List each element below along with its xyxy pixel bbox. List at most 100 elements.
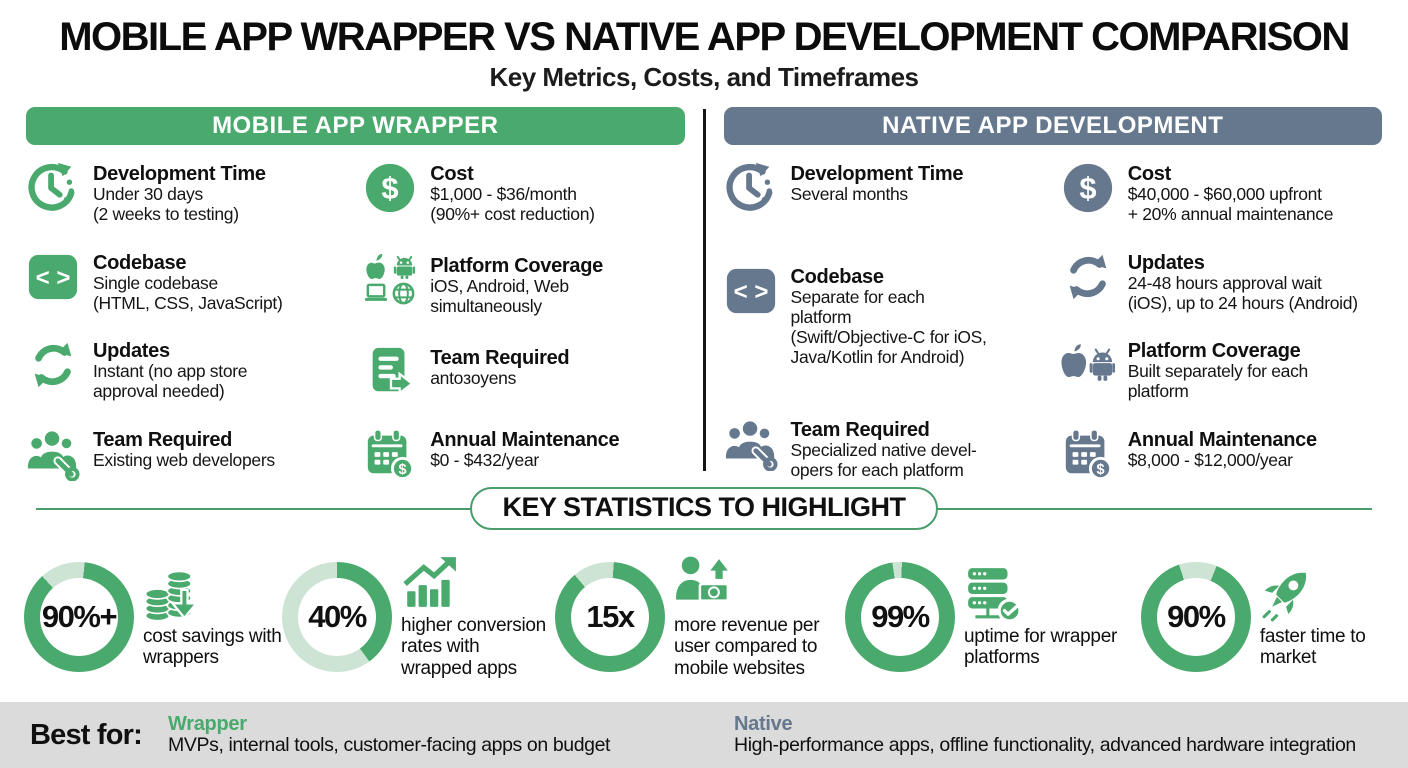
- item-line: Under 30 days: [93, 184, 203, 204]
- header: MOBILE APP WRAPPER VS NATIVE APP DEVELOP…: [0, 0, 1408, 93]
- item-title: Codebase: [790, 266, 884, 289]
- donut-chart: 15x: [555, 561, 666, 672]
- clock-icon: [724, 161, 778, 215]
- item-line: antoзoyens: [430, 367, 517, 388]
- refresh-icon: [26, 338, 80, 392]
- best-for-footer: Best for: Wrapper MVPs, internal tools, …: [0, 702, 1408, 768]
- rocket-icon: [1260, 565, 1318, 623]
- item-codebase: Codebase Single codebase (HTML, CSS, Jav…: [26, 250, 347, 314]
- item-line: (2 weeks to testing): [93, 203, 239, 224]
- best-for-native: Native High-performance apps, offline fu…: [734, 713, 1378, 757]
- item-title: Updates: [93, 340, 170, 363]
- donut-chart: 90%: [1140, 561, 1251, 672]
- stat-label: higher conversion rates with wrapped app…: [401, 614, 546, 679]
- stat-value: 90%: [1167, 598, 1226, 634]
- item-team-required-doc: Team Required antoзoyens: [363, 345, 684, 399]
- server-check-icon: [964, 565, 1022, 623]
- item-title: Development Time: [790, 163, 964, 185]
- refresh-icon: [1061, 250, 1115, 304]
- item-line: iOS, Android, Web: [430, 275, 569, 296]
- revenue-per-user-icon: [674, 554, 732, 612]
- item-title: Cost: [430, 163, 474, 185]
- native-subcolumn-1: Development Time Several months Codebase…: [724, 161, 1045, 481]
- wrapper-name: Wrapper: [168, 712, 247, 735]
- item-line: (HTML, CSS, JavaScript): [93, 292, 283, 313]
- apple-android-icon: [1061, 338, 1115, 392]
- stat-label: uptime for wrapper platforms: [963, 625, 1117, 668]
- page-title: MOBILE APP WRAPPER VS NATIVE APP DEVELOP…: [59, 15, 1350, 59]
- calendar-dollar-icon: [363, 427, 417, 481]
- wrapper-subcolumn-2: Cost $1,000 - $36/month (90%+ cost reduc…: [363, 161, 684, 481]
- item-development-time: Development Time Several months: [724, 161, 1045, 215]
- stat-conversion: 40% higher conversion rates with wrapped…: [282, 554, 555, 679]
- wrapper-column-header: MOBILE APP WRAPPER: [26, 107, 685, 145]
- item-team-required: Team Required Existing web developers: [26, 427, 347, 481]
- item-development-time: Development Time Under 30 days (2 weeks …: [26, 161, 347, 225]
- donut-chart: 40%: [282, 561, 393, 672]
- stat-label: more revenue per user compared to mobile…: [674, 614, 820, 679]
- clock-icon: [26, 161, 80, 215]
- item-line: platform: [790, 307, 852, 328]
- item-title: Team Required: [790, 419, 930, 442]
- item-line: Separate for each: [790, 287, 925, 308]
- item-line: $0 - $432/year: [430, 449, 539, 470]
- item-line: 24-48 hours approval wait: [1127, 272, 1322, 293]
- coins-down-icon: [143, 565, 201, 623]
- item-cost: Cost $1,000 - $36/month (90%+ cost reduc…: [363, 161, 684, 225]
- item-line: approval needed): [93, 381, 225, 402]
- item-title: Updates: [1127, 251, 1205, 274]
- item-team-required: Team Required Specialized native devel- …: [724, 417, 1045, 481]
- stat-label: cost savings with wrappers: [143, 625, 282, 668]
- stat-cost-savings: 90%+ cost savings with wrappers: [24, 561, 282, 672]
- best-for-wrapper: Wrapper MVPs, internal tools, customer-f…: [168, 713, 708, 757]
- item-title: Development Time: [93, 163, 266, 185]
- item-line: simultaneously: [430, 295, 542, 316]
- item-title: Codebase: [93, 251, 187, 274]
- item-cost: Cost $40,000 - $60,000 upfront + 20% ann…: [1061, 161, 1382, 225]
- item-platform-coverage: Platform Coverage Built separately for e…: [1061, 338, 1382, 402]
- item-title: Team Required: [430, 346, 570, 369]
- item-line: Built separately for each: [1127, 361, 1309, 382]
- stat-time-to-market: 90% faster time to market: [1140, 561, 1384, 672]
- native-name: Native: [734, 712, 793, 735]
- item-line: (90%+ cost reduction): [430, 203, 595, 224]
- item-line: $40,000 - $60,000 upfront: [1127, 184, 1322, 204]
- comparison-section: MOBILE APP WRAPPER Development Time Unde…: [0, 93, 1408, 481]
- wrapper-subcolumn-1: Development Time Under 30 days (2 weeks …: [26, 161, 347, 481]
- stat-value: 99%: [871, 598, 930, 634]
- calendar-dollar-icon: [1061, 427, 1115, 481]
- dollar-icon: [1061, 161, 1115, 215]
- wrapper-best-for-text: MVPs, internal tools, customer-facing ap…: [168, 734, 611, 757]
- item-line: opers for each platform: [790, 460, 964, 481]
- item-title: Platform Coverage: [430, 254, 603, 277]
- native-subcolumn-2: Cost $40,000 - $60,000 upfront + 20% ann…: [1061, 161, 1382, 481]
- item-platform-coverage: Platform Coverage iOS, Android, Web simu…: [363, 253, 684, 317]
- code-icon: [724, 264, 778, 318]
- donut-chart: 99%: [844, 561, 955, 672]
- stats-row: 90%+ cost savings with wrappers 40% high…: [0, 531, 1408, 694]
- item-line: Specialized native devel-: [790, 440, 977, 461]
- item-line: Instant (no app store: [93, 361, 248, 382]
- donut-chart: 90%+: [24, 561, 134, 672]
- team-icon: [26, 427, 80, 481]
- item-title: Annual Maintenance: [430, 428, 620, 451]
- stat-uptime: 99% uptime for wrapper platforms: [844, 561, 1141, 672]
- item-line: (iOS), up to 24 hours (Android): [1127, 292, 1358, 313]
- stat-value: 40%: [308, 598, 367, 634]
- item-annual-maintenance: Annual Maintenance $0 - $432/year: [363, 427, 684, 481]
- item-codebase: Codebase Separate for each platform (Swi…: [724, 264, 1045, 368]
- item-line: $8,000 - $12,000/year: [1127, 449, 1293, 470]
- best-for-label: Best for:: [30, 718, 143, 751]
- item-title: Annual Maintenance: [1127, 428, 1317, 451]
- wrapper-column: MOBILE APP WRAPPER Development Time Unde…: [26, 107, 685, 481]
- item-line: Single codebase: [93, 272, 218, 293]
- native-column-header: NATIVE APP DEVELOPMENT: [723, 107, 1382, 145]
- stat-value: 90%+: [41, 598, 118, 634]
- stat-label: faster time to market: [1259, 625, 1366, 668]
- stat-revenue: 15x more revenue per user compared to mo…: [555, 554, 845, 679]
- item-updates: Updates 24-48 hours approval wait (iOS),…: [1061, 250, 1382, 314]
- team-icon: [724, 417, 778, 471]
- item-line: + 20% annual maintenance: [1127, 203, 1334, 224]
- document-arrow-icon: [363, 345, 417, 399]
